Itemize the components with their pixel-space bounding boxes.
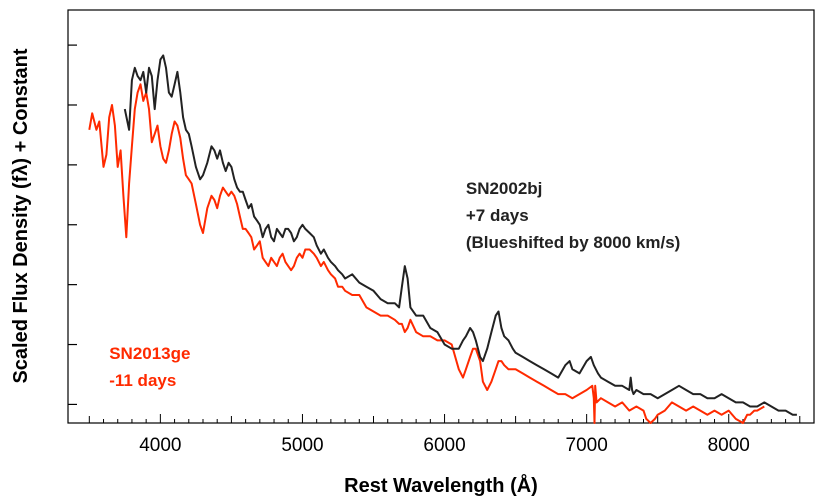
- series-line-sn2002bj: [123, 54, 797, 416]
- x-tick-label-5000: 5000: [281, 435, 323, 456]
- x-tick-label-8000: 8000: [708, 435, 750, 456]
- plot-frame: [67, 9, 815, 424]
- annotation-sn2013ge-line-1: -11 days: [109, 371, 176, 390]
- x-tick-label-4000: 4000: [139, 435, 181, 456]
- series-line-sn2013ge: [88, 83, 765, 424]
- y-axis-ticks: [68, 44, 77, 406]
- x-tick-label-6000: 6000: [423, 435, 465, 456]
- annotations: SN2002bj +7 days (Blueshifted by 8000 km/s…: [109, 179, 680, 390]
- x-axis-ticks: 4000 5000 6000 7000 8000: [88, 414, 801, 456]
- annotation-sn2002bj-line-0: SN2002bj: [466, 179, 543, 198]
- y-axis-title: Scaled Flux Density (fλ) + Constant: [10, 48, 32, 383]
- series-layer: [88, 54, 797, 424]
- x-tick-label-7000: 7000: [566, 435, 608, 456]
- annotation-sn2013ge-line-0: SN2013ge: [109, 344, 190, 363]
- annotation-sn2002bj-line-1: +7 days: [466, 206, 529, 225]
- x-axis-title: Rest Wavelength (Å): [344, 473, 538, 497]
- annotation-sn2002bj-line-2: (Blueshifted by 8000 km/s): [466, 233, 680, 252]
